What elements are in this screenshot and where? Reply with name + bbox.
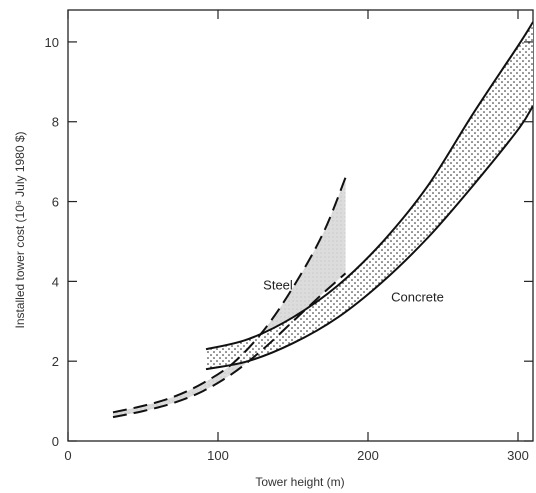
y-tick-label: 4: [52, 274, 59, 289]
x-tick-label: 0: [64, 448, 71, 463]
y-tick-label: 2: [52, 354, 59, 369]
axis-tick-labels: 0 100 200 300 0 2 4 6 8 10: [45, 35, 529, 463]
steel-band: [113, 178, 346, 418]
annotation-concrete: Concrete: [391, 289, 444, 304]
x-tick-label: 200: [357, 448, 379, 463]
axis-ticks: [68, 10, 533, 441]
series-lines: [113, 22, 533, 417]
y-axis-title: Installed tower cost (10⁶ July 1980 $): [13, 131, 27, 328]
y-tick-label: 8: [52, 115, 59, 130]
annotation-steel: Steel: [263, 277, 293, 292]
concrete-upper-line: [206, 22, 533, 349]
x-axis-title: Tower height (m): [255, 475, 344, 489]
y-tick-label: 0: [52, 434, 59, 449]
x-tick-label: 100: [207, 448, 229, 463]
x-tick-label: 300: [507, 448, 529, 463]
y-tick-label: 6: [52, 195, 59, 210]
plot-frame: [68, 10, 533, 441]
series-bands: [113, 22, 533, 417]
y-tick-label: 10: [45, 35, 59, 50]
concrete-band: [206, 22, 533, 369]
